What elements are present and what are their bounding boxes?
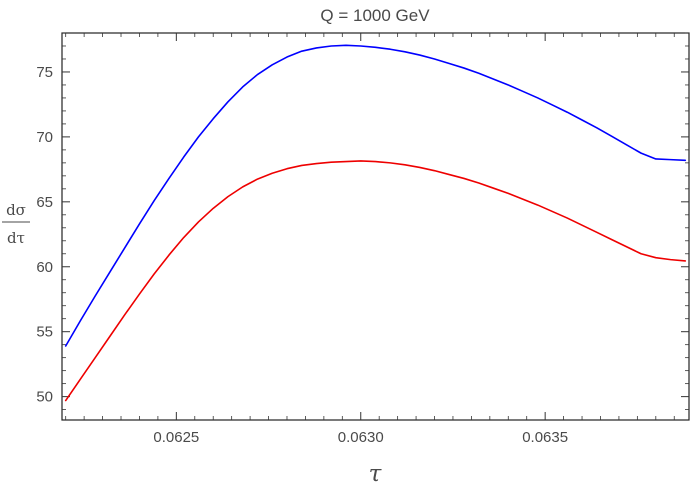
chart-title: Q = 1000 GeV [320, 6, 430, 25]
series-line-1 [64, 44, 687, 347]
x-tick-label: 0.0630 [338, 429, 384, 446]
y-tick-label: 65 [36, 194, 53, 211]
x-tick-label: 0.0625 [153, 429, 199, 446]
x-tick-label: 0.0635 [522, 429, 568, 446]
y-tick-label: 50 [36, 389, 53, 406]
y-tick-label: 70 [36, 129, 53, 146]
series-layer [64, 44, 687, 402]
y-tick-label: 55 [36, 324, 53, 341]
y-axis-label: dσ dτ [2, 201, 30, 247]
y-tick-label: 60 [36, 259, 53, 276]
ticks-layer: 0.0625 0.0630 0.0635 50 55 60 65 70 75 [36, 32, 689, 446]
x-axis-label: τ [369, 461, 383, 487]
y-axis-label-denominator: dτ [7, 229, 25, 247]
y-tick-label: 75 [36, 64, 53, 81]
series-line-2 [64, 160, 687, 402]
plot-frame [61, 32, 690, 421]
y-axis-label-numerator: dσ [6, 201, 26, 219]
